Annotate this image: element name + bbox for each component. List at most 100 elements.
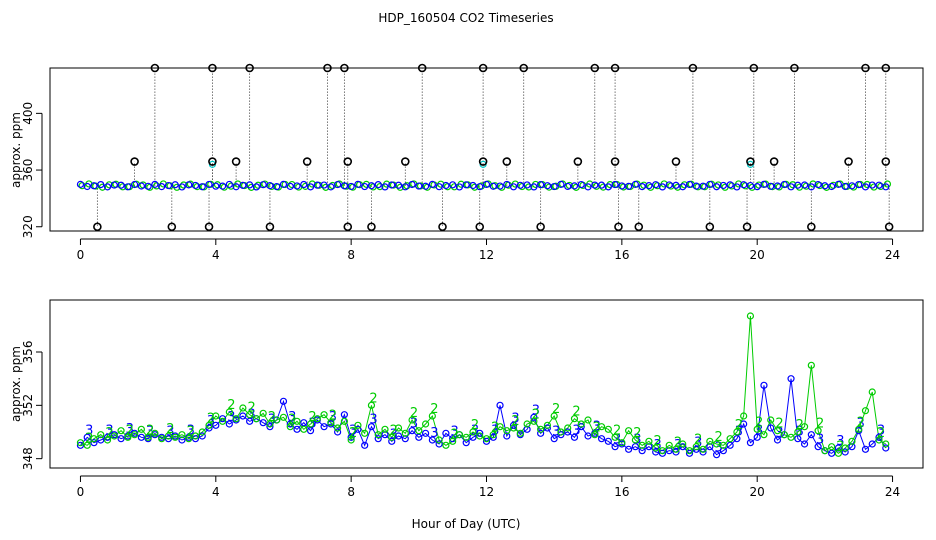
series-green-point [672,445,680,453]
series-blue-point [841,448,849,456]
series-green-point [340,417,348,425]
top-point-blue [760,180,768,188]
qc-outlier-point [130,157,139,166]
qc-outlier-point [204,222,214,232]
series-blue-point [625,445,633,453]
series-green-point [794,428,802,436]
series-blue-marker: 3 [735,425,743,440]
series-green-marker: 2 [146,423,154,438]
bottom-y-tick-label: 348 [21,447,35,470]
series-blue-point [570,433,579,441]
qc-outlier-point [688,63,698,73]
series-blue-point [259,419,267,427]
top-point-blue [868,181,876,189]
series-green-marker: 2 [288,413,296,428]
top-point-blue [76,180,85,188]
series-blue-point [286,420,294,428]
top-point-green [328,181,337,190]
series-green-marker: 2 [755,415,763,430]
series-green-point [198,428,206,436]
series-blue-marker: 3 [85,423,93,438]
series-blue-marker: 3 [471,423,479,438]
top-point-blue [577,180,585,189]
top-point-blue [631,180,639,188]
series-green-point [855,425,863,433]
series-green-point [746,312,755,320]
series-green-point [875,436,883,444]
series-blue-point [225,420,233,428]
series-blue-point [679,443,687,451]
qc-outlier-point [861,63,870,73]
series-green-point [740,412,748,420]
qc-outlier-point [323,63,332,73]
series-green-point [178,431,186,439]
top-point-green [789,181,797,189]
top-point-blue [523,181,531,189]
series-blue-marker: 3 [308,417,316,432]
bottom-x-tick-label: 20 [750,485,765,499]
series-blue-point [794,435,802,443]
top-point-blue [320,181,328,189]
series-blue-point [246,417,254,425]
bottom-x-tick-label: 4 [212,485,220,499]
top-point-green [105,181,113,189]
top-point-blue [205,180,213,189]
series-blue-point [611,443,619,451]
series-green-point [320,411,328,419]
series-green-point [537,425,545,433]
qc-outlier-point [610,63,620,73]
series-blue-marker: 3 [369,413,377,428]
series-blue-point [212,421,220,429]
series-green-point [787,433,795,441]
top-panel: 0 4 8 12 16 20 24 320 360 400 approx. ppm [9,63,924,262]
series-blue-point [740,420,748,428]
series-green-point [401,429,409,437]
series-blue-point [218,415,227,423]
bottom-y-tick-label: 352 [21,394,35,417]
series-green-marker: 2 [227,398,235,413]
series-blue-point [645,443,653,451]
series-green-point [381,425,389,433]
top-point-blue [611,180,619,189]
series-blue-point [530,413,538,421]
series-green-point [489,431,497,439]
top-point-green [78,182,86,190]
top-point-blue [286,182,294,190]
top-point-blue [753,183,761,191]
qc-outlier-point [475,222,485,232]
series-green-point [604,425,612,433]
series-green-point [76,439,85,447]
series-green-point [306,420,315,428]
series-blue-point [773,436,782,444]
series-green-marker: 2 [735,418,743,433]
series-green-marker: 2 [572,405,580,420]
qc-outlier-point [478,63,488,73]
series-blue-point [706,443,714,451]
qc-outlier-point [610,157,620,166]
qc-outlier-point [478,157,488,166]
series-blue-marker: 3 [552,425,560,440]
top-point-blue [239,181,247,189]
qc-outlier-point [749,63,759,73]
series-green-point [679,440,687,448]
series-green-point [848,437,856,445]
series-blue-point [340,411,348,419]
series-green-point [476,432,484,440]
series-blue-point [760,381,768,389]
top-point-blue [421,182,430,190]
series-blue-point [482,437,491,445]
top-point-blue [557,180,565,188]
qc-outlier-point [881,63,891,73]
top-point-blue [564,182,572,191]
series-blue-point [699,448,707,456]
series-blue-marker: 3 [247,407,255,422]
series-blue-point [178,436,186,444]
top-point-green [193,183,201,191]
series-green-marker: 2 [105,426,113,441]
top-point-blue [652,181,660,189]
top-point-blue [625,182,633,190]
series-green-point [597,423,606,431]
top-point-green [674,183,682,191]
series-green-point [442,441,450,449]
top-point-blue [164,181,173,190]
